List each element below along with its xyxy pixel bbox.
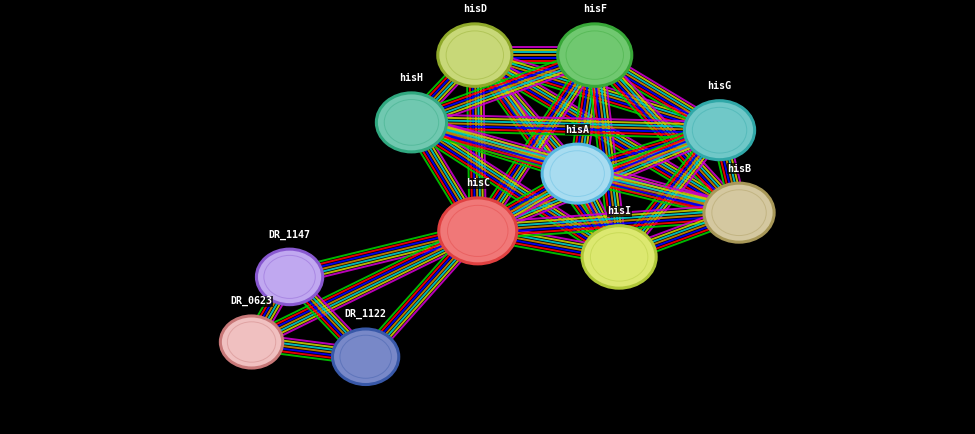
Ellipse shape bbox=[684, 101, 755, 160]
Ellipse shape bbox=[438, 24, 512, 86]
Ellipse shape bbox=[704, 183, 774, 242]
Text: hisI: hisI bbox=[607, 206, 631, 216]
Text: hisA: hisA bbox=[566, 125, 589, 135]
Ellipse shape bbox=[220, 316, 283, 368]
Ellipse shape bbox=[256, 249, 323, 305]
Ellipse shape bbox=[558, 24, 632, 86]
Text: hisB: hisB bbox=[727, 164, 751, 174]
Text: hisF: hisF bbox=[583, 4, 606, 14]
Text: hisD: hisD bbox=[463, 4, 487, 14]
Text: DR_1147: DR_1147 bbox=[268, 229, 311, 240]
Ellipse shape bbox=[542, 144, 612, 203]
Ellipse shape bbox=[439, 198, 517, 264]
Text: hisG: hisG bbox=[708, 81, 731, 91]
Ellipse shape bbox=[332, 329, 399, 385]
Ellipse shape bbox=[376, 93, 447, 152]
Ellipse shape bbox=[582, 226, 656, 288]
Text: hisC: hisC bbox=[466, 178, 489, 188]
Text: DR_0623: DR_0623 bbox=[230, 296, 273, 306]
Text: hisH: hisH bbox=[400, 73, 423, 83]
Text: DR_1122: DR_1122 bbox=[344, 309, 387, 319]
